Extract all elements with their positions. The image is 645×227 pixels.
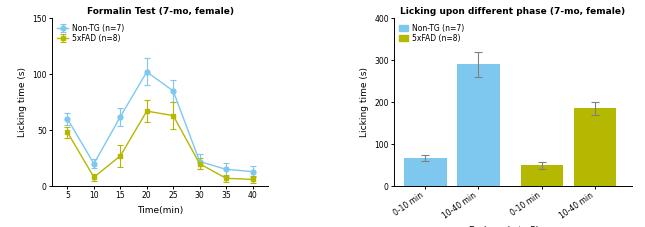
Y-axis label: Licking time (s): Licking time (s): [17, 67, 26, 137]
Y-axis label: Licking time (s): Licking time (s): [359, 67, 368, 137]
X-axis label: Early vs Late Phase: Early vs Late Phase: [469, 226, 557, 227]
Title: Licking upon different phase (7-mo, female): Licking upon different phase (7-mo, fema…: [401, 7, 626, 16]
Bar: [404, 158, 446, 186]
Title: Formalin Test (7-mo, female): Formalin Test (7-mo, female): [86, 7, 233, 16]
Bar: [457, 64, 500, 186]
X-axis label: Time(min): Time(min): [137, 206, 183, 215]
Bar: [521, 165, 563, 186]
Bar: [574, 109, 616, 186]
Legend: Non-TG (n=7), 5xFAD (n=8): Non-TG (n=7), 5xFAD (n=8): [55, 22, 126, 44]
Legend: Non-TG (n=7), 5xFAD (n=8): Non-TG (n=7), 5xFAD (n=8): [397, 22, 466, 44]
